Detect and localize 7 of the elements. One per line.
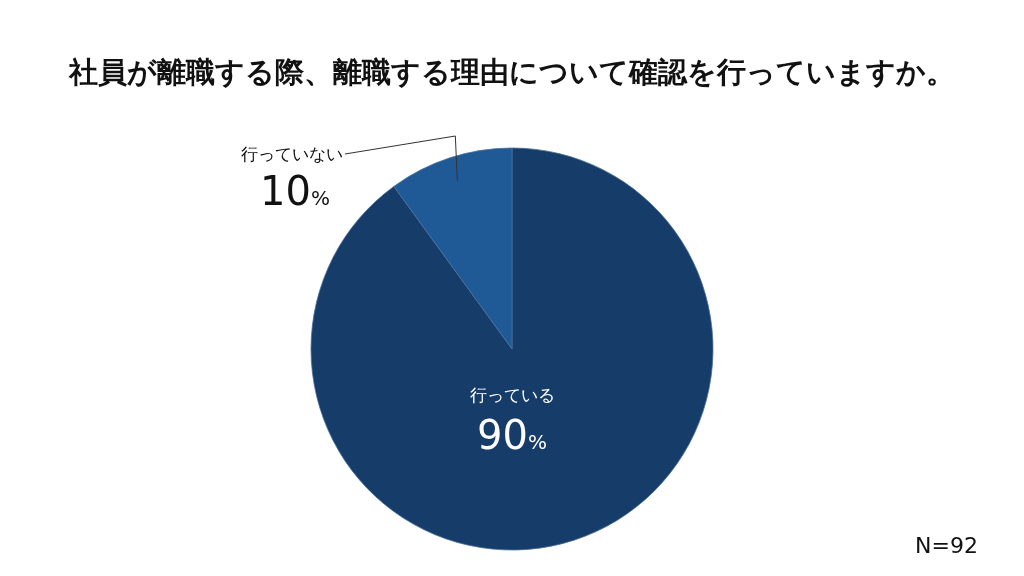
slice-label: 行っていない <box>241 144 343 164</box>
slice-label: 行っている <box>469 385 555 405</box>
data-label: 90% <box>477 412 547 458</box>
data-label: 10% <box>260 168 330 214</box>
chart-title: 社員が離職する際、離職する理由について確認を行っていますか。 <box>68 55 955 89</box>
pie-slice <box>310 147 714 551</box>
text: N=92 <box>915 533 978 558</box>
